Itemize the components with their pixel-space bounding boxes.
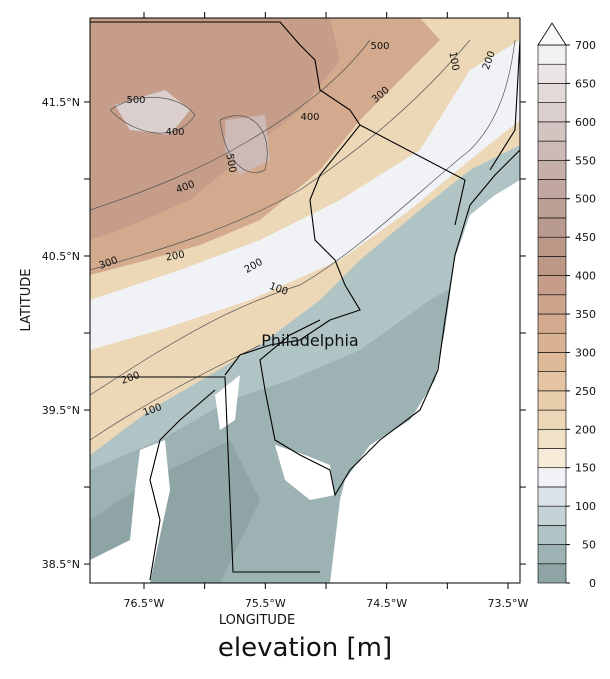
- colorbar-bin: [537, 179, 567, 200]
- colorbar-label: 250: [575, 385, 596, 398]
- contour-label: 400: [300, 112, 319, 123]
- colorbar-bin: [537, 313, 567, 334]
- contour-label: 500: [126, 95, 145, 106]
- colorbar-label: 600: [575, 116, 596, 129]
- x-axis-label: LONGITUDE: [219, 613, 295, 628]
- piedmont: [90, 40, 520, 350]
- coastline: [259, 149, 520, 497]
- y-tick-label: 39.5°N: [42, 404, 80, 417]
- colorbar-bin: [537, 159, 567, 180]
- colorbar-bin: [537, 63, 567, 84]
- contour-line: [90, 39, 371, 211]
- colorbar-bin: [537, 121, 567, 142]
- title: elevation [m]: [218, 633, 392, 663]
- colorbar-bin: [537, 467, 567, 488]
- colorbar-label: 200: [575, 423, 596, 436]
- contour-line: [109, 96, 196, 134]
- colorbar-bin: [537, 486, 567, 507]
- contour-label: 500: [223, 153, 237, 174]
- state-border: [489, 39, 520, 171]
- contour-line: [90, 39, 516, 396]
- colorbar-bin: [537, 563, 567, 584]
- peak: [115, 90, 190, 135]
- colorbar-bin: [537, 217, 567, 238]
- colorbar-label: 300: [575, 346, 596, 359]
- colorbar-label: 400: [575, 270, 596, 283]
- colorbar-label: 450: [575, 231, 596, 244]
- y-tick-label: 41.5°N: [42, 96, 80, 109]
- x-tick-label: 74.5°W: [366, 597, 407, 610]
- colorbar-bin: [537, 294, 567, 315]
- colorbar-bin: [537, 275, 567, 296]
- colorbar-bin: [537, 236, 567, 257]
- colorbar-bin: [537, 505, 567, 526]
- y-axis-label: LATITUDE: [19, 269, 34, 332]
- chesapeake-bay: [90, 440, 170, 583]
- contour-label: 200: [165, 249, 186, 263]
- colorbar-bin: [537, 198, 567, 219]
- colorbar-label: 700: [575, 39, 596, 52]
- state-border: [359, 124, 466, 226]
- colorbar-label: 150: [575, 462, 596, 475]
- colorbar-bin: [537, 83, 567, 103]
- elevation-field: [90, 18, 520, 583]
- contour-label: 100: [446, 51, 460, 72]
- state-border: [90, 21, 361, 376]
- colorbar-label: 0: [589, 577, 596, 590]
- delaware-bay: [275, 445, 335, 500]
- colorbar-label: 500: [575, 193, 596, 206]
- contour-label: 400: [165, 127, 184, 138]
- ocean: [330, 180, 520, 583]
- plot-frame: [89, 17, 521, 584]
- borders: [90, 21, 520, 581]
- state-border: [90, 376, 320, 573]
- colorbar-label: 100: [575, 500, 596, 513]
- place-label: Philadelphia: [261, 331, 358, 350]
- colorbar-bin: [537, 140, 567, 161]
- colorbar-extension: [537, 22, 567, 46]
- colorbar-bin: [537, 44, 567, 65]
- x-tick-label: 73.5°W: [488, 597, 529, 610]
- contour-label: 500: [370, 41, 389, 52]
- colorbar-bin: [537, 428, 567, 449]
- colorbar-bin: [537, 256, 567, 276]
- colorbar-label: 550: [575, 154, 596, 167]
- colorbar-bin: [537, 352, 567, 372]
- colorbar-label: 50: [582, 539, 596, 552]
- colorbar-bin: [537, 371, 567, 392]
- x-tick-label: 75.5°W: [245, 597, 286, 610]
- contour-line: [90, 39, 471, 271]
- colorbar-bin: [537, 390, 567, 411]
- highland-core: [90, 18, 340, 240]
- colorbar-label: 350: [575, 308, 596, 321]
- colorbar-bin: [537, 525, 567, 545]
- x-tick-label: 76.5°W: [124, 597, 165, 610]
- colorbar-bin: [537, 332, 567, 353]
- river: [215, 375, 240, 430]
- colorbar-bin: [537, 544, 567, 565]
- y-tick-label: 38.5°N: [42, 558, 80, 571]
- colorbar-bin: [537, 409, 567, 430]
- y-tick-label: 40.5°N: [42, 250, 80, 263]
- contour-line: [219, 115, 268, 173]
- peak: [225, 115, 270, 175]
- colorbar-label: 650: [575, 77, 596, 90]
- colorbar-bin: [537, 102, 567, 123]
- colorbar-bin: [537, 448, 567, 469]
- coastline: [149, 389, 216, 581]
